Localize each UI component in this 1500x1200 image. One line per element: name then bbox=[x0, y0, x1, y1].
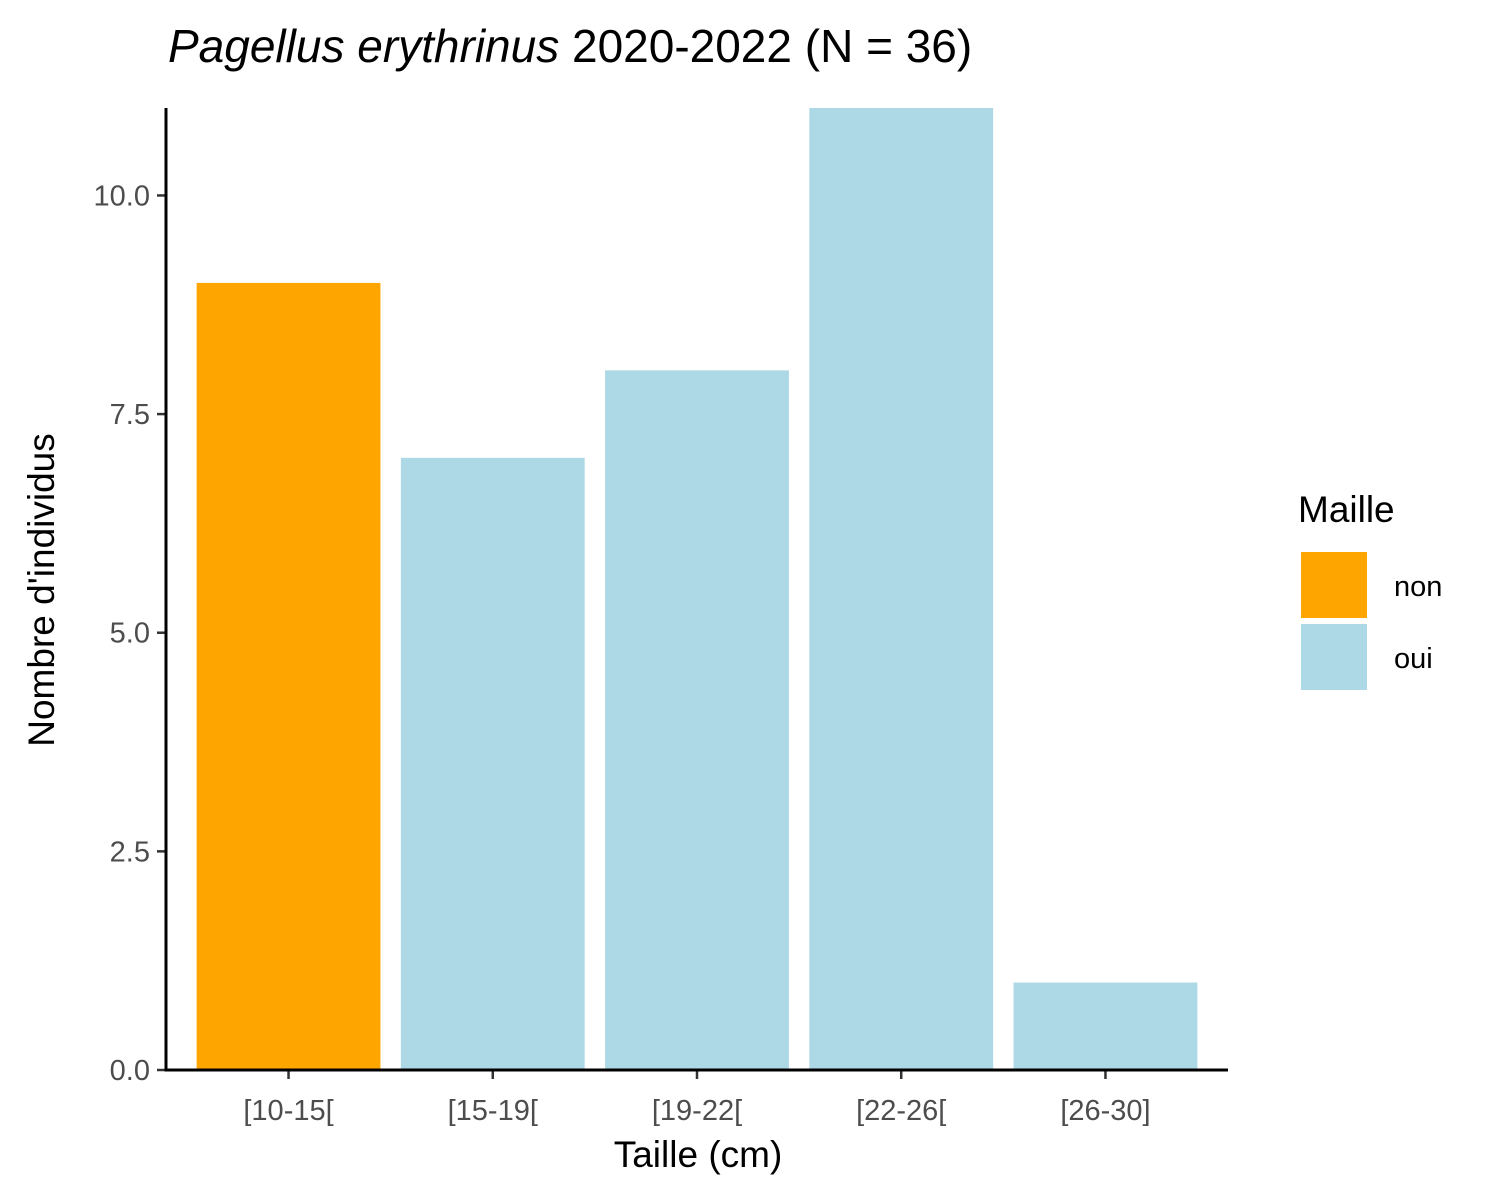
x-axis-ticks: [10-15[ [15-19[ [19-22[ [22-26[ [26-30] bbox=[243, 1070, 1151, 1127]
legend-items: non oui bbox=[1301, 552, 1442, 690]
y-tick-label-4: 10.0 bbox=[94, 180, 150, 212]
x-tick-label-2: [19-22[ bbox=[652, 1095, 742, 1127]
y-tick-label-1: 2.5 bbox=[110, 836, 150, 868]
chart-title-period: 2020-2022 (N = 36) bbox=[559, 20, 972, 72]
y-axis-title: Nombre d'individus bbox=[21, 433, 62, 747]
x-axis-title: Taille (cm) bbox=[614, 1134, 783, 1175]
bar-0 bbox=[196, 282, 381, 1071]
chart-title: Pagellus erythrinus 2020-2022 (N = 36) bbox=[168, 20, 972, 72]
bar-2 bbox=[605, 370, 789, 1070]
y-tick-label-0: 0.0 bbox=[110, 1055, 150, 1087]
x-tick-label-0: [10-15[ bbox=[243, 1095, 333, 1127]
bar-3 bbox=[809, 108, 994, 1070]
y-tick-label-2: 5.0 bbox=[110, 618, 150, 650]
y-axis-ticks: 0.0 2.5 5.0 7.5 10.0 bbox=[94, 180, 166, 1087]
chart-title-species: Pagellus erythrinus bbox=[168, 20, 559, 72]
x-tick-label-4: [26-30] bbox=[1060, 1095, 1150, 1127]
x-tick-label-3: [22-26[ bbox=[856, 1095, 946, 1127]
legend-label-oui: oui bbox=[1394, 643, 1433, 675]
y-tick-label-3: 7.5 bbox=[110, 399, 150, 431]
bar-4 bbox=[1013, 982, 1198, 1070]
legend-swatch-oui bbox=[1301, 624, 1367, 690]
bars-group bbox=[196, 108, 1198, 1071]
legend-title: Maille bbox=[1298, 489, 1395, 530]
bar-1 bbox=[400, 457, 585, 1070]
x-tick-label-1: [15-19[ bbox=[448, 1095, 538, 1127]
legend: Maille non oui bbox=[1298, 489, 1442, 690]
legend-swatch-non bbox=[1301, 552, 1367, 618]
legend-label-non: non bbox=[1394, 571, 1442, 603]
